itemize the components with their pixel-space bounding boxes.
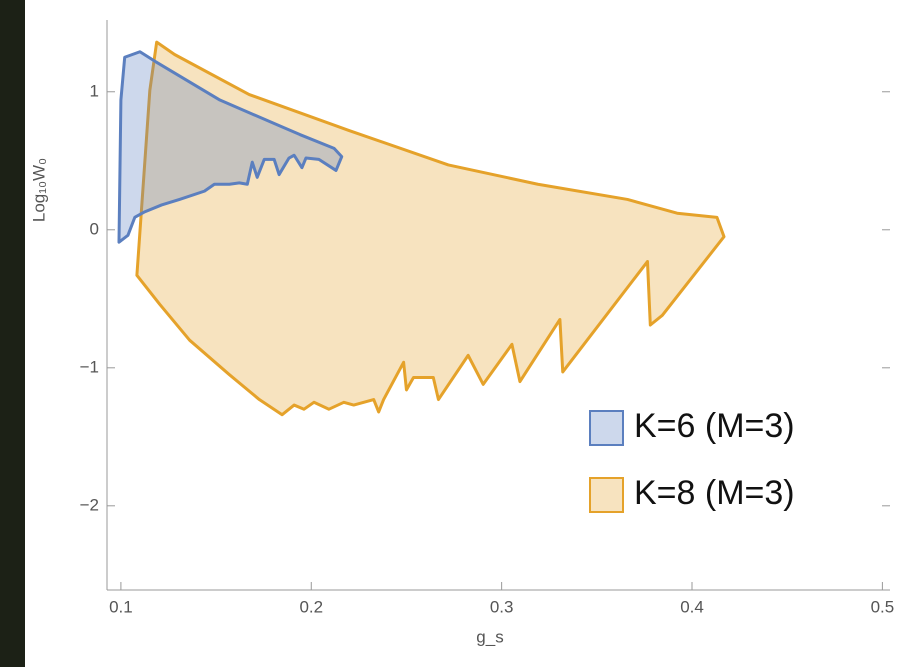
y-tick-label: 1: [90, 81, 99, 100]
x-axis-label: g_s: [476, 627, 503, 646]
y-tick-label: 0: [90, 219, 99, 238]
chart: g_s Log₁₀W₀ 0.1 0.2 0.3 0.4 0.5 −2 −1 0 1 K=6 (M=…: [0, 0, 915, 667]
legend-swatch: [590, 411, 623, 445]
y-axis-label: Log₁₀W₀: [29, 158, 48, 222]
x-tick-label: 0.4: [680, 597, 704, 616]
y-tick-label: −2: [80, 495, 99, 514]
x-tick-label: 0.3: [490, 597, 514, 616]
x-tick-label: 0.2: [299, 597, 323, 616]
y-tick-label: −1: [80, 357, 99, 376]
legend-label: K=8 (M=3): [634, 474, 795, 512]
x-tick-label: 0.5: [871, 597, 895, 616]
x-tick-label: 0.1: [109, 597, 133, 616]
legend-label: K=6 (M=3): [634, 407, 795, 445]
legend-swatch: [590, 478, 623, 512]
